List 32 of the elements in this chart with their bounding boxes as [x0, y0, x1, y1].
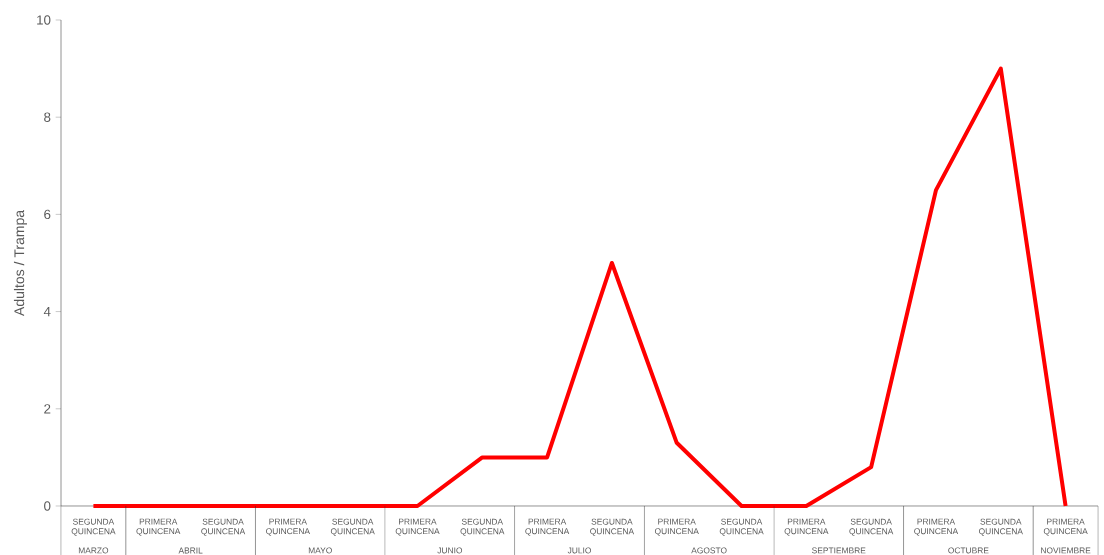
y-tick-label: 8 — [44, 112, 51, 122]
text: JUNIO — [437, 547, 463, 554]
text: MARZO — [78, 547, 109, 554]
x-tick-label: SEGUNDA QUINCENA — [719, 518, 764, 536]
x-tick-label: SEGUNDA QUINCENA — [590, 518, 635, 536]
x-tick-label: PRIMERA QUINCENA — [654, 518, 699, 536]
x-tick-label: PRIMERA QUINCENA — [266, 518, 310, 536]
x-tick-label: PRIMERA QUINCENA — [784, 518, 829, 536]
y-tick-label: 0 — [44, 501, 51, 511]
x-tick-label: PRIMERA QUINCENA — [525, 518, 570, 536]
x-tick-label: SEGUNDA QUINCENA — [201, 518, 246, 536]
x-tick-label: PRIMERA QUINCENA — [914, 518, 959, 536]
x-tick-label: PRIMERA QUINCENA — [1043, 518, 1088, 536]
text: OCTUBRE — [948, 547, 989, 554]
y-axis-title: Adultos / Trampa — [13, 209, 27, 317]
x-tick-label: SEGUNDA QUINCENA — [460, 518, 505, 536]
text: SEPTIEMBRE — [812, 547, 866, 554]
x-tick-label: SEGUNDA QUINCENA — [849, 518, 894, 536]
text: MAYO — [308, 547, 332, 554]
text: JULIO — [567, 547, 591, 554]
y-tick-label: 2 — [44, 404, 51, 414]
y-tick-label: 6 — [44, 209, 51, 220]
y-tick-label: 10 — [37, 15, 51, 25]
y-tick-label: 4 — [43, 306, 51, 317]
x-tick-label: PRIMERA QUINCENA — [395, 518, 440, 536]
x-tick-label: PRIMERA QUINCENA — [136, 518, 181, 536]
x-tick-label: SEGUNDA QUINCENA — [330, 518, 375, 536]
x-tick-label: SEGUNDA QUINCENA — [979, 518, 1023, 536]
text: AGOSTO — [691, 547, 727, 554]
text: ABRIL — [178, 547, 203, 554]
text: NOVIEMBRE — [1041, 547, 1091, 554]
x-tick-label: SEGUNDA QUINCENA — [71, 518, 116, 536]
